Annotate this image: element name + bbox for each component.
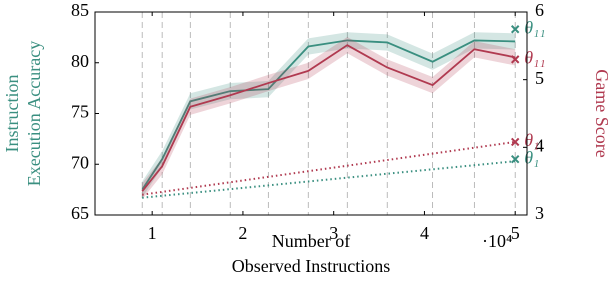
plot-frame: [94, 11, 528, 216]
x-tick-label: 2: [238, 223, 247, 243]
marker: [510, 137, 520, 147]
y2-axis-title: Game Score: [592, 69, 612, 157]
y-tick-label: 70: [71, 152, 89, 172]
x-axis-title: Number of: [272, 231, 350, 251]
marker-label: θ₁₁: [524, 47, 545, 67]
x-tick-label: 1: [148, 223, 157, 243]
x-tick-label: 5: [511, 223, 520, 243]
y2-tick-label: 3: [535, 203, 544, 223]
marker: [510, 55, 520, 64]
marker-label: θ₁₁: [524, 17, 545, 37]
marker: [510, 154, 520, 164]
y-axis-title: Instruction Execution Accuracy: [2, 41, 44, 186]
x-axis-multiplier: ·10⁴: [482, 231, 512, 251]
y2-tick-label: 6: [535, 0, 544, 20]
marker-label: θ₁: [524, 130, 539, 150]
error-band: [142, 37, 516, 200]
line: [141, 39, 516, 191]
x-axis-title: Observed Instructions: [232, 256, 390, 276]
y2-axis-title-text: Game Score: [592, 69, 612, 157]
y-axis-title-line: Execution Accuracy: [24, 41, 44, 186]
y-tick-label: 80: [71, 51, 89, 71]
y-tick-label: 65: [71, 203, 89, 223]
y-tick-label: 85: [71, 0, 89, 20]
marker-label: θ₁: [524, 147, 539, 167]
marker: [510, 25, 520, 34]
y-axis-title-line: Instruction: [2, 75, 22, 153]
x-tick-label: 3: [329, 223, 338, 243]
y2-tick-label: 4: [535, 135, 544, 155]
x-tick-label: 4: [420, 223, 429, 243]
line: [141, 44, 516, 192]
y-tick-label: 75: [71, 102, 89, 122]
y2-tick-label: 5: [535, 68, 544, 88]
